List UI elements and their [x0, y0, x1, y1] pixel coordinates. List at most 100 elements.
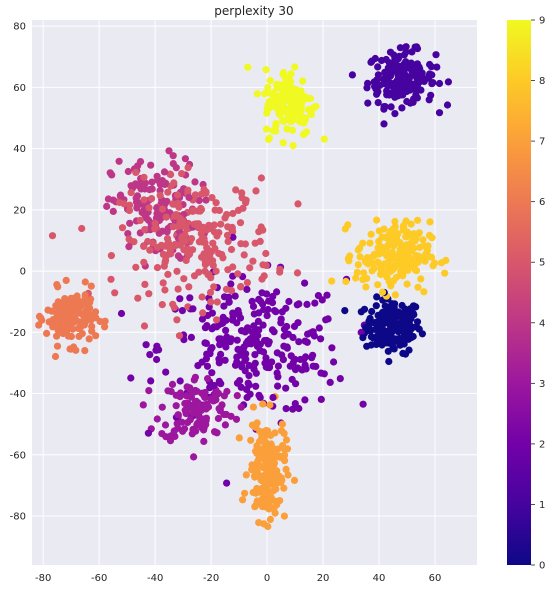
colorbar — [507, 20, 531, 565]
y-tick-label: -20 — [10, 328, 26, 339]
data-point — [362, 283, 370, 291]
data-point — [191, 373, 199, 381]
data-point — [153, 264, 162, 272]
data-point — [107, 252, 115, 260]
data-point — [402, 233, 410, 241]
data-point — [223, 479, 231, 487]
data-point — [295, 300, 303, 308]
data-point — [388, 248, 396, 256]
data-point — [232, 415, 241, 423]
data-point — [127, 374, 135, 382]
data-point — [238, 363, 246, 371]
data-point — [54, 298, 62, 306]
data-point — [197, 205, 206, 214]
data-point — [153, 355, 161, 364]
data-point — [189, 207, 197, 215]
data-point — [367, 333, 375, 341]
data-point — [428, 253, 436, 261]
data-point — [391, 110, 399, 118]
data-point — [211, 244, 219, 253]
data-point — [400, 74, 408, 82]
data-point — [239, 496, 247, 504]
data-point — [263, 290, 271, 298]
data-point — [283, 322, 291, 331]
data-point — [158, 205, 167, 213]
data-point — [160, 168, 169, 176]
data-point — [348, 71, 356, 79]
data-point — [259, 400, 267, 408]
data-point — [225, 293, 233, 301]
data-point — [416, 243, 424, 251]
data-point — [111, 289, 119, 297]
data-point — [63, 315, 71, 323]
data-point — [210, 283, 218, 291]
data-point — [373, 90, 381, 98]
data-point — [190, 453, 198, 461]
colorbar-ticks: 0 1 2 3 4 5 6 7 8 9 — [531, 16, 545, 572]
data-point — [435, 109, 444, 117]
data-point — [375, 250, 384, 258]
data-point — [277, 319, 285, 327]
data-point — [54, 326, 62, 334]
data-point — [208, 194, 216, 202]
data-point — [225, 298, 233, 306]
data-point — [391, 291, 399, 299]
data-point — [250, 322, 258, 330]
data-point — [134, 294, 142, 302]
data-point — [222, 326, 230, 334]
data-point — [140, 322, 149, 330]
data-point — [390, 86, 399, 94]
data-point — [188, 430, 196, 438]
data-point — [132, 263, 140, 271]
data-point — [274, 445, 282, 453]
data-point — [142, 341, 150, 349]
data-point — [256, 340, 264, 348]
data-point — [208, 382, 216, 390]
data-point — [315, 324, 323, 332]
data-point — [259, 321, 267, 329]
data-point — [441, 269, 449, 277]
data-point — [130, 238, 138, 246]
data-point — [265, 463, 273, 471]
data-point — [385, 327, 393, 335]
data-point — [252, 187, 260, 195]
data-point — [317, 369, 325, 377]
y-tick-label: 20 — [13, 205, 26, 216]
data-point — [151, 219, 159, 227]
colorbar-tick-label: 5 — [539, 258, 545, 269]
data-point — [51, 352, 60, 361]
data-point — [364, 99, 372, 107]
data-point — [373, 293, 381, 301]
data-point — [274, 382, 282, 390]
data-point — [288, 375, 296, 384]
data-point — [280, 332, 288, 340]
data-point — [282, 384, 290, 392]
data-point — [184, 399, 192, 407]
data-point — [381, 233, 390, 242]
data-point — [276, 81, 284, 89]
data-point — [378, 330, 386, 338]
data-point — [269, 487, 277, 495]
data-point — [75, 332, 83, 340]
data-point — [161, 286, 169, 294]
data-point — [264, 340, 272, 348]
data-point — [133, 202, 141, 210]
data-point — [208, 369, 216, 377]
y-tick-label: 80 — [13, 22, 26, 33]
data-point — [109, 207, 117, 215]
data-point — [295, 404, 303, 413]
data-point — [187, 333, 195, 341]
data-point — [163, 197, 171, 205]
colorbar-tick-label: 1 — [539, 500, 545, 511]
x-tick-label: -60 — [91, 573, 107, 584]
data-point — [264, 522, 272, 531]
data-point — [359, 400, 367, 408]
data-point — [146, 351, 154, 359]
data-point — [251, 503, 259, 511]
data-point — [81, 291, 89, 299]
data-point — [279, 356, 287, 364]
data-point — [145, 290, 153, 298]
data-point — [294, 319, 302, 327]
data-point — [371, 54, 379, 63]
